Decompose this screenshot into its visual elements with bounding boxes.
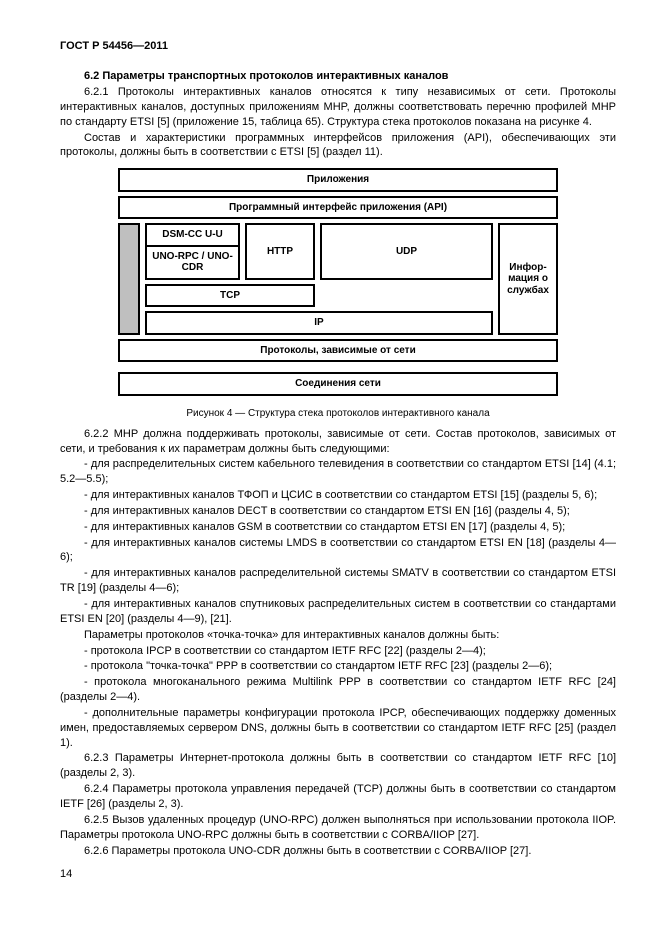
list-item: - протокола IPCP в соответствии со станд…	[60, 644, 616, 659]
list-item: - для интерактивных каналов распределите…	[60, 566, 616, 596]
fig-box-dsm: DSM-CC U-U	[145, 223, 240, 247]
figure-caption: Рисунок 4 — Структура стека протоколов и…	[186, 408, 489, 419]
list-item: - для интерактивных каналов ТФОП и ЦСИС …	[60, 488, 616, 503]
paragraph-6-2-4: 6.2.4 Параметры протокола управления пер…	[60, 782, 616, 812]
paragraph-6-2-1: 6.2.1 Протоколы интерактивных каналов от…	[60, 85, 616, 130]
section-title: 6.2 Параметры транспортных протоколов ин…	[60, 70, 616, 82]
fig-box-app: Приложения	[118, 168, 558, 192]
list-item: - протокола "точка-точка" PPP в соответс…	[60, 659, 616, 674]
paragraph-6-2-5: 6.2.5 Вызов удаленных процедур (UNO-RPC)…	[60, 813, 616, 843]
paragraph-6-2-2: 6.2.2 MHP должна поддерживать протоколы,…	[60, 427, 616, 457]
paragraph-6-2-1b: Состав и характеристики программных инте…	[60, 131, 616, 161]
figure-4: Приложения Программный интерфейс приложе…	[60, 168, 616, 419]
list-item: - для интерактивных каналов DECT в соотв…	[60, 504, 616, 519]
fig-box-netdep: Протоколы, зависимые от сети	[118, 339, 558, 363]
paragraph-6-2-6: 6.2.6 Параметры протокола UNO-CDR должны…	[60, 844, 616, 859]
fig-box-left-spacer	[118, 223, 140, 335]
list-item: - для интерактивных каналов системы LMDS…	[60, 536, 616, 566]
fig-box-tcp: TCP	[145, 284, 315, 308]
list-item: - протокола многоканального режима Multi…	[60, 675, 616, 705]
page-number: 14	[60, 868, 616, 880]
list-item: - для интерактивных каналов GSM в соотве…	[60, 520, 616, 535]
list-item: - для распределительных систем кабельног…	[60, 457, 616, 487]
fig-box-http: HTTP	[245, 223, 315, 280]
fig-box-uno: UNO-RPC / UNO-CDR	[145, 247, 240, 280]
fig-box-udp: UDP	[320, 223, 493, 280]
paragraph-p2p: Параметры протоколов «точка-точка» для и…	[60, 628, 616, 643]
fig-box-netconn: Соединения сети	[118, 372, 558, 396]
fig-box-info: Инфор­мация о службах	[498, 223, 558, 335]
paragraph-6-2-3: 6.2.3 Параметры Интернет-протокола должн…	[60, 751, 616, 781]
list-item: - дополнительные параметры конфигурации …	[60, 706, 616, 751]
list-item: - для интерактивных каналов спутниковых …	[60, 597, 616, 627]
fig-box-ip: IP	[145, 311, 493, 335]
document-header: ГОСТ Р 54456—2011	[60, 40, 616, 52]
fig-box-api: Программный интерфейс приложения (API)	[118, 196, 558, 220]
